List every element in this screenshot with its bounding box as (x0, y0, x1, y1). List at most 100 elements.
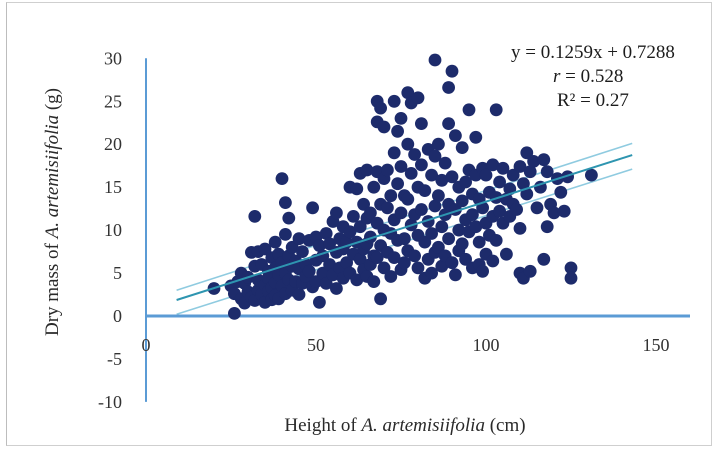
data-point (425, 168, 438, 182)
y-axis-label: Dry mass of A. artemisiifolia (g) (42, 88, 63, 336)
data-point (330, 206, 343, 220)
data-point (394, 112, 408, 125)
data-point (452, 223, 466, 237)
data-point (313, 295, 326, 309)
data-point (387, 251, 401, 264)
label-text: (g) (42, 88, 63, 115)
data-point (387, 146, 401, 160)
data-point (377, 120, 391, 134)
data-point (513, 222, 527, 235)
data-point (360, 163, 374, 177)
data-point (435, 259, 449, 273)
data-points (207, 53, 598, 320)
data-point (428, 149, 442, 163)
data-point (523, 165, 537, 179)
data-point (319, 227, 333, 240)
y-tick-label: 15 (104, 177, 122, 197)
data-point (387, 94, 401, 108)
data-point (411, 261, 425, 275)
regression-line (176, 154, 633, 301)
data-point (435, 173, 449, 187)
x-tick-label: 150 (643, 335, 670, 355)
data-point (268, 235, 282, 249)
data-point (496, 161, 510, 175)
data-point (585, 168, 598, 182)
data-point (296, 245, 309, 258)
x-tick-label: 0 (142, 335, 151, 355)
data-point (489, 234, 503, 247)
data-point (564, 261, 578, 275)
data-point (489, 103, 503, 117)
data-point (306, 201, 319, 215)
data-point (425, 227, 438, 240)
data-point (408, 249, 421, 263)
label-text: Dry mass of (42, 238, 63, 336)
data-point (415, 117, 428, 130)
data-point (398, 232, 411, 246)
data-point (292, 232, 306, 246)
data-point (340, 256, 353, 270)
data-point (384, 189, 398, 203)
data-point (370, 251, 384, 264)
r-squared: R² = 0.27 (557, 90, 629, 111)
label-text: Height of (284, 415, 361, 436)
y-tick-label: 10 (104, 220, 122, 240)
data-point (401, 86, 415, 100)
data-point (469, 220, 483, 234)
data-point (364, 206, 377, 220)
y-tick-label: 0 (113, 306, 122, 326)
data-point (248, 210, 262, 223)
data-point (343, 225, 357, 239)
species-name: A. artemisiifolia (42, 115, 63, 241)
data-point (258, 242, 272, 256)
y-tick-label: 25 (104, 91, 122, 111)
data-point (493, 175, 506, 189)
data-point (425, 266, 438, 280)
y-tick-label: 20 (104, 134, 122, 154)
data-point (506, 168, 520, 182)
fit-line-group (176, 154, 633, 301)
data-point (527, 155, 540, 168)
data-point (438, 156, 452, 170)
data-point (408, 148, 421, 161)
data-point (537, 153, 551, 167)
data-point (398, 256, 411, 270)
data-point (357, 197, 370, 211)
data-point (486, 254, 500, 268)
data-point (442, 81, 455, 94)
data-point (415, 203, 428, 216)
data-point (279, 228, 292, 241)
data-point (330, 282, 343, 295)
data-point (428, 53, 442, 67)
data-point (319, 277, 333, 290)
data-point (404, 167, 418, 180)
data-point (537, 252, 551, 266)
data-point (316, 266, 330, 280)
data-point (391, 177, 404, 191)
data-point (367, 275, 381, 288)
correlation-coefficient: r = 0.528 (553, 66, 623, 87)
data-point (418, 235, 432, 249)
data-point (455, 237, 469, 251)
data-point (466, 208, 479, 222)
label-text: (cm) (485, 415, 526, 436)
data-point (384, 270, 398, 283)
y-tick-label: -5 (107, 349, 122, 369)
data-point (445, 256, 459, 270)
data-point (418, 184, 432, 198)
data-point (469, 130, 483, 144)
data-point (391, 124, 404, 138)
data-point (309, 275, 323, 288)
data-point (462, 103, 476, 117)
data-point (520, 187, 534, 201)
y-tick-label: 5 (113, 263, 122, 283)
data-point (557, 204, 571, 218)
data-point (540, 165, 554, 179)
data-point (459, 175, 472, 189)
data-point (347, 210, 360, 223)
data-point (350, 182, 364, 196)
r-symbol: r (553, 66, 561, 87)
data-point (381, 163, 394, 177)
